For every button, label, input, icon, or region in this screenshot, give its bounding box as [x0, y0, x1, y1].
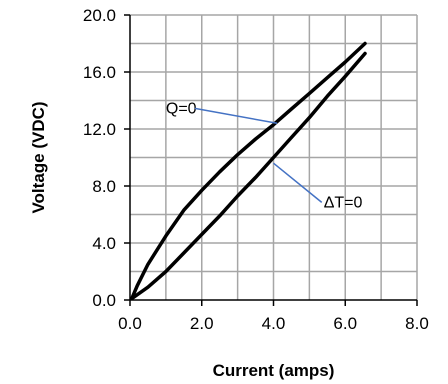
- x-tick-label: 6.0: [333, 314, 357, 333]
- axes: [124, 14, 418, 306]
- y-tick-label: 16.0: [83, 63, 116, 82]
- y-tick-label: 8.0: [92, 177, 116, 196]
- x-tick-label: 8.0: [405, 314, 429, 333]
- annotation-label-1: Q=0: [166, 100, 197, 117]
- y-tick-label: 12.0: [83, 120, 116, 139]
- annotations: Q=0 ΔT=0: [166, 100, 363, 211]
- y-tick-label: 0.0: [92, 291, 116, 310]
- y-tick-label: 4.0: [92, 234, 116, 253]
- x-axis-label: Current (amps): [213, 361, 335, 380]
- annotation-label-2: ΔT=0: [324, 194, 363, 211]
- x-tick-label: 4.0: [262, 314, 286, 333]
- x-tick-label: 0.0: [118, 314, 142, 333]
- series-line-1: [130, 41, 367, 301]
- x-tick-label: 2.0: [190, 314, 214, 333]
- grid: [130, 14, 418, 300]
- tick-labels: 0.0 2.0 4.0 6.0 8.0 0.0 4.0 8.0 12.0 16.0 20.0: [83, 6, 429, 333]
- series-line-2: [130, 51, 367, 301]
- y-axis-label: Voltage (VDC): [29, 101, 48, 213]
- annotation-leader-1: [194, 107, 278, 125]
- series: [130, 41, 367, 301]
- annotation-leader-2: [273, 162, 323, 203]
- y-tick-label: 20.0: [83, 6, 116, 25]
